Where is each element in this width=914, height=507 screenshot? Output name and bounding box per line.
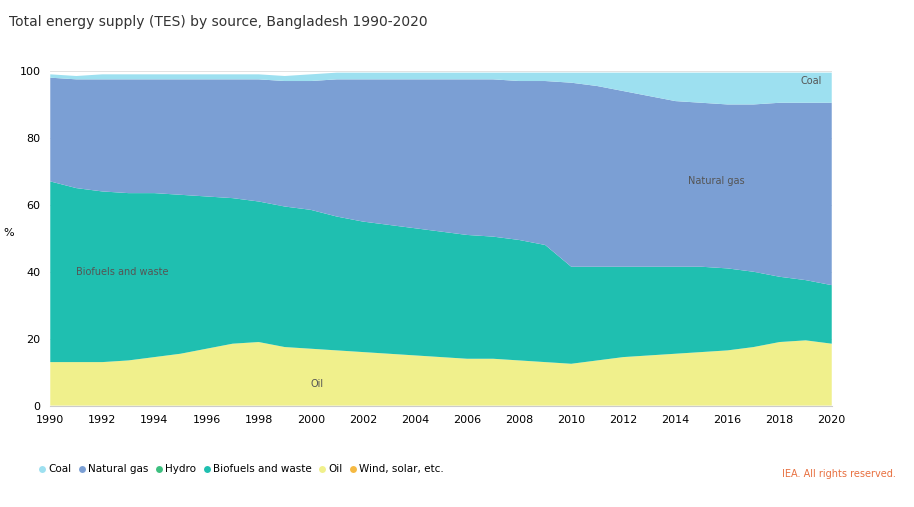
Text: Oil: Oil	[311, 379, 324, 389]
Text: Natural gas: Natural gas	[688, 176, 745, 187]
Legend: Coal, Natural gas, Hydro, Biofuels and waste, Oil, Wind, solar, etc.: Coal, Natural gas, Hydro, Biofuels and w…	[40, 464, 444, 474]
Y-axis label: %: %	[3, 228, 14, 238]
Text: IEA. All rights reserved.: IEA. All rights reserved.	[781, 469, 896, 479]
Text: Total energy supply (TES) by source, Bangladesh 1990-2020: Total energy supply (TES) by source, Ban…	[9, 15, 428, 29]
Text: Coal: Coal	[801, 76, 822, 86]
Text: Biofuels and waste: Biofuels and waste	[77, 267, 169, 277]
